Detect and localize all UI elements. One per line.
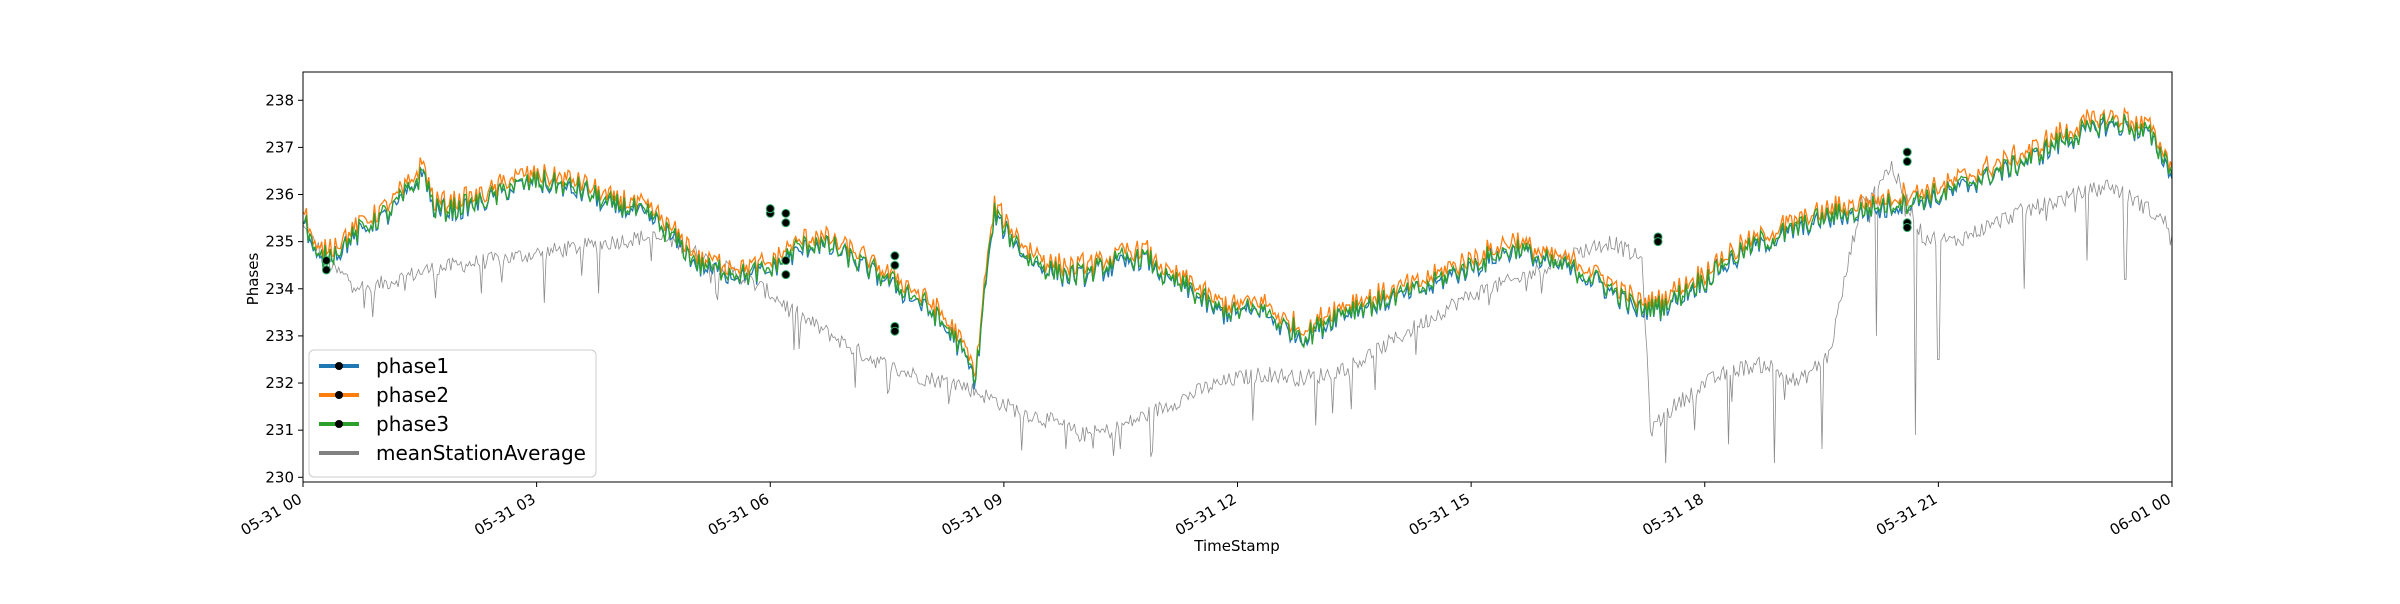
plot-area [302, 106, 2173, 464]
data-point-marker [1902, 157, 1912, 167]
legend-marker-phase1 [335, 362, 343, 370]
data-point-marker [781, 208, 791, 218]
data-point-marker [781, 270, 791, 280]
series-line-meanStationAverage [302, 161, 2173, 464]
legend-label-mean-station-average: meanStationAverage [376, 441, 586, 465]
data-point-marker [1653, 237, 1663, 247]
legend-item-mean-station-average: meanStationAverage [319, 441, 586, 465]
y-axis-title: Phases [244, 253, 262, 306]
legend-marker-phase3 [335, 420, 343, 428]
y-tick-label: 231 [265, 421, 294, 439]
y-tick-label: 234 [265, 280, 294, 298]
data-point-marker [765, 204, 775, 214]
x-axis-title: TimeStamp [1193, 537, 1279, 555]
data-point-marker [781, 256, 791, 266]
y-tick-label: 235 [265, 233, 294, 251]
data-point-marker [890, 251, 900, 261]
y-tick-label: 238 [265, 91, 294, 109]
y-tick-label: 236 [265, 186, 294, 204]
legend-marker-phase2 [335, 391, 343, 399]
legend-label-phase2: phase2 [376, 383, 449, 407]
series-line-phase2 [302, 106, 2173, 378]
data-point-marker [1902, 147, 1912, 157]
legend-item-phase2: phase2 [319, 383, 449, 407]
legend-item-phase3: phase3 [319, 412, 449, 436]
data-point-marker [890, 326, 900, 336]
y-axis: 230 231 232 233 234 235 236 237 238 [265, 91, 303, 486]
series-line-phase3 [302, 113, 2173, 386]
y-tick-label: 232 [265, 374, 294, 392]
y-tick-label: 233 [265, 327, 294, 345]
y-tick-label: 237 [265, 138, 294, 156]
legend-label-phase1: phase1 [376, 354, 449, 378]
data-point-marker [1902, 223, 1912, 233]
y-tick-label: 230 [265, 468, 294, 486]
data-point-marker [890, 260, 900, 270]
legend: phase1 phase2 phase3 meanStationAverage [308, 349, 597, 478]
data-point-marker [781, 218, 791, 228]
legend-box [308, 349, 597, 478]
legend-item-phase1: phase1 [319, 354, 449, 378]
data-point-marker [321, 265, 331, 275]
data-point-marker [321, 256, 331, 266]
legend-label-phase3: phase3 [376, 412, 449, 436]
